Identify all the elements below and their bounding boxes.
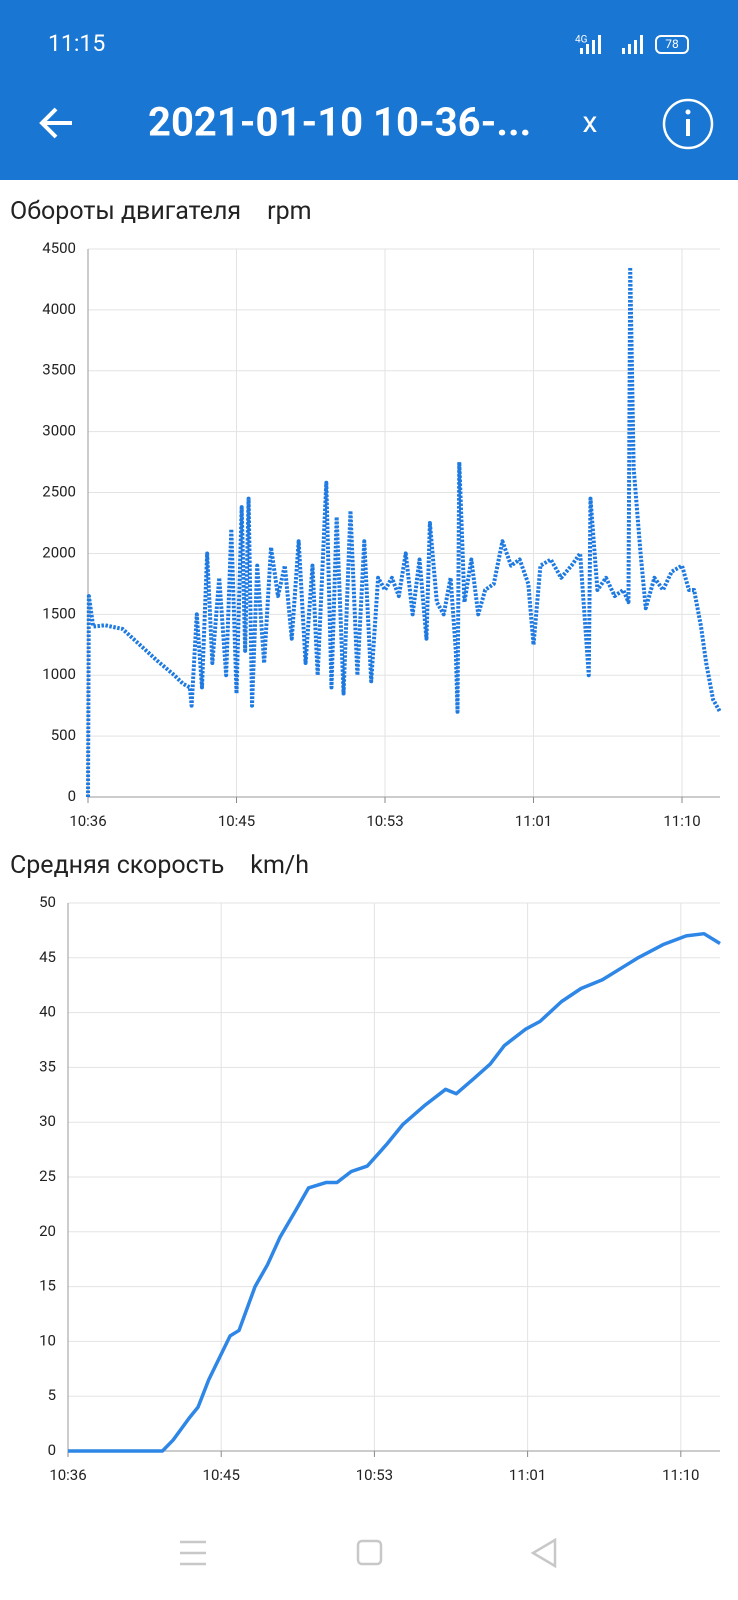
y-tick-label: 5: [48, 1386, 56, 1404]
app-bar: [0, 0, 738, 180]
chart-title-text: Средняя скорость: [10, 851, 224, 880]
x-tick-label: 10:53: [356, 1466, 393, 1484]
y-tick-label: 4000: [42, 300, 76, 318]
data-line: [68, 931, 721, 1453]
x-tick-label: 11:10: [663, 812, 700, 830]
chart-title: Обороты двигателя rpm: [10, 197, 312, 226]
y-tick-label: 15: [39, 1277, 56, 1295]
y-tick-label: 30: [39, 1112, 56, 1130]
battery-icon: [655, 35, 689, 54]
y-tick-label: 35: [39, 1057, 56, 1075]
y-tick-label: 10: [39, 1331, 56, 1349]
x-tick-label: 10:45: [218, 812, 255, 830]
menu-button[interactable]: [180, 1540, 206, 1566]
close-button[interactable]: x: [583, 105, 598, 140]
y-tick-label: 1500: [42, 604, 76, 622]
back-button[interactable]: [39, 107, 72, 139]
y-tick-label: 4500: [42, 239, 76, 257]
signal-icons: [580, 35, 643, 54]
y-tick-label: 20: [39, 1222, 56, 1240]
back-nav-button[interactable]: [530, 1537, 557, 1569]
y-tick-label: 3500: [42, 361, 76, 379]
chart-title: Средняя скорость km/h: [10, 851, 309, 880]
y-tick-label: 45: [39, 948, 56, 966]
y-tick-label: 500: [51, 726, 76, 744]
y-tick-label: 0: [68, 787, 76, 805]
x-tick-label: 10:36: [49, 1466, 86, 1484]
nav-bar: [180, 1537, 557, 1569]
chart-title-text: Обороты двигателя: [10, 197, 241, 226]
info-button[interactable]: [662, 98, 714, 150]
y-axis-label: rpm: [267, 197, 311, 226]
y-tick-label: 0: [48, 1441, 56, 1459]
data-line: [86, 265, 722, 798]
app-title: 2021-01-10 10-36-...: [148, 99, 531, 146]
y-tick-label: 2000: [42, 543, 76, 561]
x-tick-label: 10:45: [203, 1466, 240, 1484]
x-tick-label: 11:01: [509, 1466, 546, 1484]
x-tick-label: 11:01: [515, 812, 552, 830]
x-tick-label: 10:36: [69, 812, 106, 830]
network-type: 4G: [575, 35, 588, 46]
x-tick-label: 10:53: [366, 812, 403, 830]
y-tick-label: 2500: [42, 483, 76, 501]
home-button[interactable]: [356, 1539, 383, 1566]
x-tick-label: 11:10: [662, 1466, 699, 1484]
y-tick-label: 1000: [42, 665, 76, 683]
battery-level: 78: [665, 37, 679, 51]
y-axis-label: km/h: [250, 851, 309, 880]
y-tick-label: 40: [39, 1003, 56, 1021]
y-tick-label: 25: [39, 1167, 56, 1185]
y-tick-label: 50: [39, 893, 56, 911]
y-tick-label: 3000: [42, 422, 76, 440]
status-time: 11:15: [48, 30, 105, 57]
